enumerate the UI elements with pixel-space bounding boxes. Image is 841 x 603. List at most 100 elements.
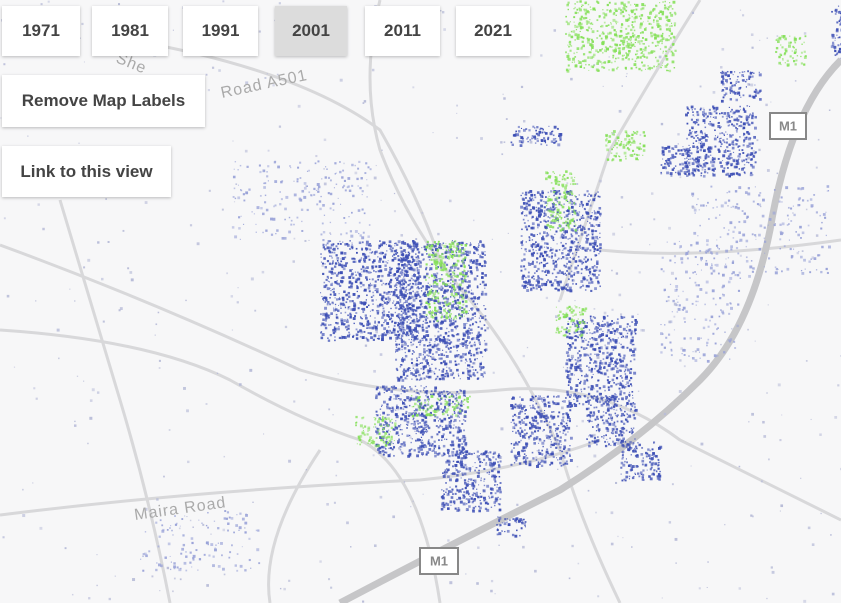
dot xyxy=(628,478,631,480)
dot xyxy=(470,271,473,273)
dot xyxy=(339,240,341,243)
dot xyxy=(426,290,430,294)
dot xyxy=(549,421,551,423)
dot xyxy=(420,282,422,284)
dot xyxy=(692,170,694,172)
dot xyxy=(431,450,433,452)
dot xyxy=(421,449,423,451)
dot xyxy=(463,394,466,397)
dot xyxy=(589,411,592,414)
dot xyxy=(418,373,421,377)
dot xyxy=(342,335,345,339)
dot xyxy=(433,440,436,443)
dot xyxy=(593,360,597,363)
dot xyxy=(445,424,448,428)
dot xyxy=(398,259,400,261)
dot xyxy=(739,156,741,158)
dot xyxy=(393,454,395,457)
dot xyxy=(535,249,537,252)
dot xyxy=(324,313,328,317)
dot xyxy=(551,236,554,239)
dot xyxy=(448,331,450,333)
dot xyxy=(567,289,570,292)
dot xyxy=(461,437,464,440)
dot xyxy=(535,210,538,212)
dot xyxy=(560,464,563,467)
dot xyxy=(436,407,440,411)
dot xyxy=(412,244,416,248)
dot xyxy=(396,314,399,317)
dot xyxy=(437,343,440,346)
dot xyxy=(442,444,446,448)
dot xyxy=(733,160,736,163)
dot xyxy=(425,319,427,321)
dot xyxy=(576,397,579,400)
dot xyxy=(484,501,488,505)
dot xyxy=(711,164,715,168)
dot xyxy=(350,274,353,277)
dot xyxy=(633,406,636,409)
dot xyxy=(699,142,702,145)
dot xyxy=(458,297,461,299)
dot xyxy=(558,249,561,251)
dot xyxy=(631,315,634,318)
dot xyxy=(380,243,384,247)
dot xyxy=(404,251,407,254)
dot xyxy=(395,346,398,348)
dot xyxy=(332,307,335,309)
dot xyxy=(615,428,619,431)
dot xyxy=(453,303,455,305)
dot xyxy=(468,332,472,335)
dot xyxy=(528,280,531,284)
dot xyxy=(419,299,423,303)
dot xyxy=(326,275,329,278)
dot xyxy=(326,242,329,245)
dot xyxy=(456,245,460,248)
dot xyxy=(456,390,459,393)
dot xyxy=(481,462,483,464)
dot xyxy=(632,444,634,446)
dot xyxy=(397,313,401,316)
dot xyxy=(416,269,420,273)
dot xyxy=(564,462,567,465)
dot xyxy=(462,345,464,348)
dot xyxy=(632,413,635,417)
dot xyxy=(519,435,522,437)
dot xyxy=(380,279,383,283)
dot xyxy=(626,335,628,337)
dot xyxy=(415,316,418,318)
dot xyxy=(525,208,529,211)
dot xyxy=(570,404,574,408)
dot xyxy=(521,437,524,439)
dot xyxy=(606,331,609,334)
dot xyxy=(587,386,590,389)
dot xyxy=(707,172,709,174)
dot xyxy=(449,478,452,482)
dot xyxy=(411,423,413,425)
dot xyxy=(601,333,605,337)
dot xyxy=(458,279,460,281)
dot xyxy=(465,330,469,334)
dot xyxy=(435,284,439,288)
dot xyxy=(522,211,524,213)
dot xyxy=(532,199,535,201)
dot xyxy=(554,402,558,405)
dot xyxy=(535,284,538,287)
dot xyxy=(717,136,719,139)
dot xyxy=(599,338,603,342)
dot xyxy=(541,191,544,195)
dot xyxy=(510,442,513,445)
dot xyxy=(563,216,566,219)
dot xyxy=(374,317,376,319)
dot xyxy=(554,192,557,195)
dot xyxy=(420,302,423,305)
dot xyxy=(328,270,331,273)
dot xyxy=(592,273,596,277)
dot xyxy=(473,252,476,255)
dot xyxy=(527,271,530,274)
dot xyxy=(329,287,331,290)
dot xyxy=(519,433,522,436)
dot xyxy=(565,451,569,455)
dot xyxy=(697,158,699,160)
dot xyxy=(567,384,570,386)
